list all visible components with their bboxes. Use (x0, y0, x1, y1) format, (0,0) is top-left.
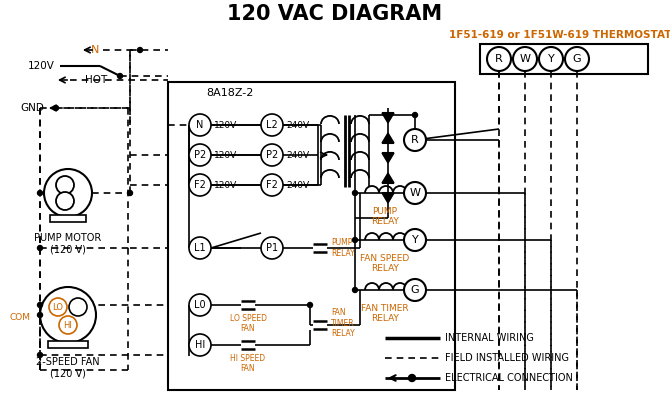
Text: 120V: 120V (214, 150, 237, 160)
Text: 240V: 240V (286, 150, 309, 160)
Text: PUMP
RELAY: PUMP RELAY (331, 238, 354, 258)
Bar (480, 44, 648, 74)
Text: 1F51-619 or 1F51W-619 THERMOSTAT: 1F51-619 or 1F51W-619 THERMOSTAT (449, 30, 670, 40)
Text: F2: F2 (194, 180, 206, 190)
Text: L1: L1 (194, 243, 206, 253)
Text: P1: P1 (266, 243, 278, 253)
Circle shape (352, 287, 358, 292)
Circle shape (352, 238, 358, 243)
Circle shape (38, 313, 42, 318)
Text: 120V: 120V (28, 61, 55, 71)
Circle shape (40, 287, 96, 343)
Circle shape (261, 144, 283, 166)
Circle shape (49, 298, 67, 316)
Text: N: N (196, 120, 204, 130)
Bar (50, 215, 86, 222)
Text: INTERNAL WIRING: INTERNAL WIRING (445, 333, 534, 343)
Circle shape (189, 294, 211, 316)
Circle shape (513, 47, 537, 71)
Text: GND: GND (20, 103, 44, 113)
Text: FAN SPEED
RELAY: FAN SPEED RELAY (360, 254, 409, 274)
Text: N: N (91, 45, 99, 55)
Circle shape (38, 246, 42, 251)
Circle shape (487, 47, 511, 71)
Text: 2-SPEED FAN
(120 V): 2-SPEED FAN (120 V) (36, 357, 100, 379)
Text: ELECTRICAL CONNECTION: ELECTRICAL CONNECTION (445, 373, 573, 383)
Circle shape (539, 47, 563, 71)
Circle shape (56, 192, 74, 210)
Text: Y: Y (411, 235, 418, 245)
Circle shape (69, 298, 87, 316)
Text: LO: LO (52, 303, 64, 311)
Circle shape (189, 174, 211, 196)
Text: P2: P2 (194, 150, 206, 160)
Circle shape (404, 229, 426, 251)
Text: 120V: 120V (214, 121, 237, 129)
Text: 240V: 240V (286, 181, 309, 189)
Circle shape (189, 334, 211, 356)
Circle shape (404, 182, 426, 204)
Circle shape (54, 106, 58, 111)
Circle shape (117, 73, 123, 78)
Polygon shape (382, 113, 394, 123)
Text: PUMP
RELAY: PUMP RELAY (371, 207, 399, 226)
Circle shape (565, 47, 589, 71)
Bar (168, 82, 455, 390)
Circle shape (38, 352, 42, 357)
Text: HI: HI (64, 321, 72, 329)
Text: F2: F2 (266, 180, 278, 190)
Text: FAN
TIMER
RELAY: FAN TIMER RELAY (331, 308, 354, 338)
Text: FAN TIMER
RELAY: FAN TIMER RELAY (361, 304, 409, 323)
Circle shape (189, 144, 211, 166)
Circle shape (59, 316, 77, 334)
Circle shape (352, 191, 358, 196)
Bar (48, 341, 88, 348)
Circle shape (261, 114, 283, 136)
Text: 8A18Z-2: 8A18Z-2 (206, 88, 254, 98)
Circle shape (56, 176, 74, 194)
Circle shape (44, 169, 92, 217)
Circle shape (261, 174, 283, 196)
Text: G: G (411, 285, 419, 295)
Text: P2: P2 (266, 150, 278, 160)
Text: L0: L0 (194, 300, 206, 310)
Circle shape (404, 279, 426, 301)
Text: PUMP MOTOR
(120 V): PUMP MOTOR (120 V) (34, 233, 102, 255)
Text: Y: Y (547, 54, 554, 64)
Text: FIELD INSTALLED WIRING: FIELD INSTALLED WIRING (445, 353, 569, 363)
Text: G: G (573, 54, 582, 64)
Text: R: R (495, 54, 503, 64)
Circle shape (189, 114, 211, 136)
Text: HI: HI (195, 340, 205, 350)
Circle shape (413, 112, 417, 117)
Text: 120 VAC DIAGRAM: 120 VAC DIAGRAM (227, 4, 443, 24)
Circle shape (137, 47, 143, 52)
Text: COM: COM (9, 313, 30, 321)
Circle shape (189, 237, 211, 259)
Polygon shape (382, 173, 394, 183)
Text: L2: L2 (266, 120, 278, 130)
Polygon shape (382, 133, 394, 143)
Polygon shape (382, 193, 394, 203)
Text: W: W (409, 188, 421, 198)
Text: 120V: 120V (214, 181, 237, 189)
Circle shape (404, 129, 426, 151)
Circle shape (308, 303, 312, 308)
Text: HOT: HOT (85, 75, 107, 85)
Circle shape (38, 303, 42, 308)
Circle shape (261, 237, 283, 259)
Text: 240V: 240V (286, 121, 309, 129)
Text: LO SPEED
FAN: LO SPEED FAN (230, 314, 267, 334)
Circle shape (409, 375, 415, 382)
Polygon shape (382, 153, 394, 163)
Circle shape (385, 112, 391, 117)
Circle shape (38, 191, 42, 196)
Text: W: W (519, 54, 531, 64)
Text: R: R (411, 135, 419, 145)
Text: HI SPEED
FAN: HI SPEED FAN (230, 354, 265, 373)
Circle shape (127, 191, 133, 196)
